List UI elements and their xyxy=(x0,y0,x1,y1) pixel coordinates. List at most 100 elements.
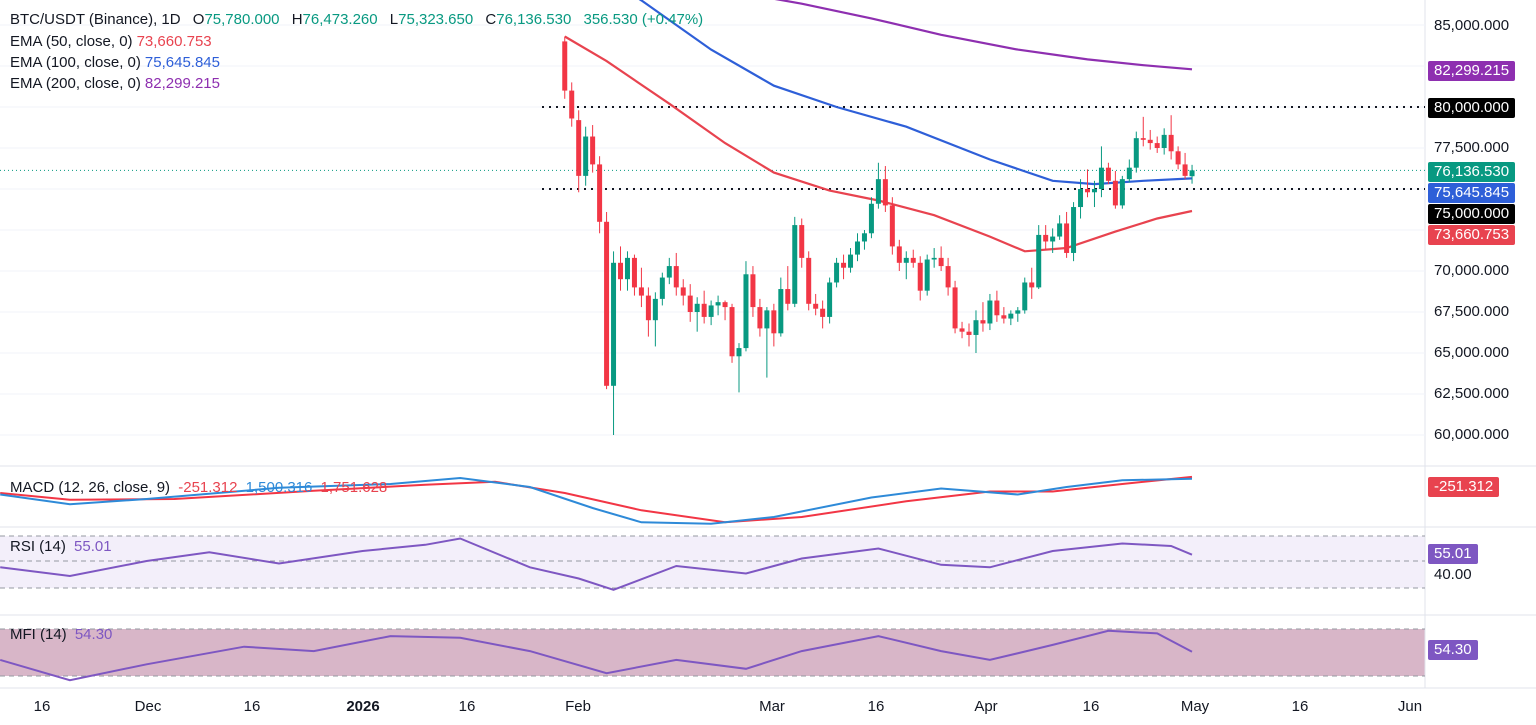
time-tick: 16 xyxy=(867,698,885,715)
candle-body xyxy=(1133,138,1139,168)
ema200-label: EMA (200, close, 0) xyxy=(10,75,141,92)
ema50-price-tag: 73,660.753 xyxy=(1428,225,1516,245)
ema200-legend[interactable]: EMA (200, close, 0) 82,299.215 xyxy=(10,75,220,92)
candle-body xyxy=(966,331,972,335)
time-tick: May xyxy=(1180,698,1210,715)
ema200-value: 82,299.215 xyxy=(144,75,220,92)
rsi-legend[interactable]: RSI (14) 55.01 xyxy=(10,538,112,555)
candle-body xyxy=(1189,170,1195,177)
ema100-price-tag: 75,645.845 xyxy=(1428,183,1516,203)
last-price-tag: 76,136.530 xyxy=(1428,162,1516,182)
candle-body xyxy=(931,257,937,260)
candle-body xyxy=(638,287,644,296)
ema100-value: 75,645.845 xyxy=(144,54,220,71)
level-80000-tag: 80,000.000 xyxy=(1428,98,1516,118)
rsi-value-tag: 55.01 xyxy=(1428,544,1478,564)
candle-body xyxy=(750,274,756,308)
candle-body xyxy=(631,257,637,288)
time-tick: Apr xyxy=(974,698,998,715)
candle-body xyxy=(729,307,735,357)
candle-body xyxy=(583,136,589,176)
candle-body xyxy=(792,225,798,304)
candle-body xyxy=(736,348,742,357)
mfi-legend[interactable]: MFI (14) 54.30 xyxy=(10,626,112,643)
candle-body xyxy=(820,308,826,317)
macd-label: MACD (12, 26, close, 9) xyxy=(10,479,171,496)
candle-body xyxy=(959,328,965,332)
rsi-label: RSI (14) xyxy=(10,538,66,555)
mfi-line xyxy=(0,629,1193,682)
low-label: L xyxy=(389,11,399,28)
candle-body xyxy=(834,262,840,283)
rsi-value: 55.01 xyxy=(74,538,112,555)
candle-body xyxy=(1140,138,1146,140)
ema200-price-tag: 82,299.215 xyxy=(1428,61,1516,81)
candle-body xyxy=(1098,167,1104,189)
candle-body xyxy=(687,295,693,312)
candle-body xyxy=(673,266,679,288)
candle-body xyxy=(1043,234,1049,242)
symbol-label: BTC/USDT (Binance), 1D xyxy=(10,11,181,28)
rsi-band xyxy=(0,536,1425,588)
change-value: 356.530 (+0.47%) xyxy=(583,11,704,28)
candle-body xyxy=(1175,151,1181,165)
candle-body xyxy=(597,164,603,222)
candle-body xyxy=(680,287,686,296)
ema100-legend[interactable]: EMA (100, close, 0) 75,645.845 xyxy=(10,54,220,71)
ema50-legend[interactable]: EMA (50, close, 0) 73,660.753 xyxy=(10,33,212,50)
candle-body xyxy=(945,266,951,288)
candle-body xyxy=(1015,310,1021,314)
mfi-band xyxy=(0,629,1425,676)
candle-body xyxy=(848,254,854,268)
candle-body xyxy=(952,287,958,329)
candle-body xyxy=(576,120,582,176)
candle-body xyxy=(1008,313,1014,319)
candle-body xyxy=(868,203,874,234)
level-75000-tag: 75,000.000 xyxy=(1428,204,1516,224)
candle-body xyxy=(666,266,672,278)
candle-body xyxy=(1071,207,1077,253)
time-tick: 16 xyxy=(1291,698,1309,715)
open-value: 75,780.000 xyxy=(204,11,280,28)
candle-body xyxy=(1168,134,1174,152)
macd-legend[interactable]: MACD (12, 26, close, 9) -251.312 1,500.3… xyxy=(10,479,387,496)
candle-body xyxy=(701,303,707,317)
candle-body xyxy=(1078,189,1084,208)
candle-body xyxy=(910,257,916,263)
candle-body xyxy=(611,262,617,386)
price-tick: 60,000.000 xyxy=(1434,426,1510,443)
mfi-label: MFI (14) xyxy=(10,626,67,643)
candle-body xyxy=(889,205,895,247)
ema-line-1 xyxy=(638,0,1193,186)
price-tick: 77,500.000 xyxy=(1434,139,1510,156)
price-tick: 67,500.000 xyxy=(1434,303,1510,320)
candle-body xyxy=(659,277,665,299)
candle-body xyxy=(652,298,658,321)
candle-body xyxy=(903,257,909,263)
macd-line-value: 1,500.316 xyxy=(245,479,313,496)
ema100-label: EMA (100, close, 0) xyxy=(10,54,141,71)
candle-body xyxy=(1126,167,1132,180)
candle-body xyxy=(1154,143,1160,148)
candle-body xyxy=(1064,223,1070,253)
candle-body xyxy=(994,300,1000,316)
candle-body xyxy=(861,233,867,242)
candle-body xyxy=(764,310,770,329)
candle-body xyxy=(896,246,902,263)
time-tick: 16 xyxy=(33,698,51,715)
time-tick: 16 xyxy=(458,698,476,715)
candle-body xyxy=(1022,282,1028,311)
high-value: 76,473.260 xyxy=(302,11,378,28)
candle-body xyxy=(1050,236,1056,242)
candle-body xyxy=(1119,179,1125,206)
candle-body xyxy=(708,305,714,317)
candle-body xyxy=(694,303,700,312)
candle-body xyxy=(715,302,721,306)
candle-body xyxy=(1105,167,1111,181)
mfi-value-tag: 54.30 xyxy=(1428,640,1478,660)
time-tick: 16 xyxy=(1082,698,1100,715)
candle-body xyxy=(1036,234,1042,288)
price-tick: 62,500.000 xyxy=(1434,385,1510,402)
candle-body xyxy=(1112,180,1118,206)
